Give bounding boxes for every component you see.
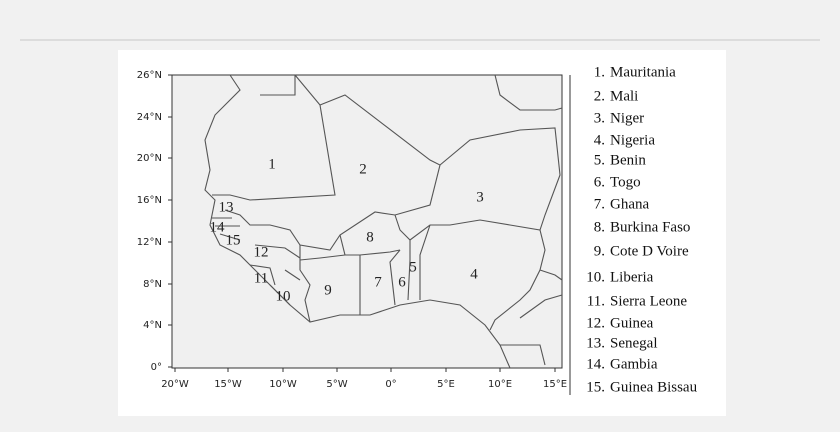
lat-tick-label: 16°N	[137, 195, 162, 206]
legend-name: Togo	[610, 174, 641, 190]
region-label: 3	[476, 189, 484, 205]
legend-number: 3.	[594, 110, 605, 126]
legend-number: 13.	[586, 335, 605, 351]
legend-number: 8.	[594, 219, 605, 235]
lon-tick-label: 5°E	[437, 379, 455, 390]
region-label: 13	[219, 199, 234, 215]
legend-number: 12.	[586, 315, 605, 331]
lat-tick-label: 24°N	[137, 112, 162, 123]
region-label: 14	[210, 219, 226, 235]
region-label: 5	[409, 259, 417, 275]
legend-number: 14.	[586, 356, 605, 372]
legend-number: 5.	[594, 152, 605, 168]
lat-tick-label: 0°	[151, 362, 162, 373]
region-label: 1	[268, 156, 276, 172]
legend-name: Nigeria	[610, 132, 655, 148]
region-label: 6	[398, 274, 406, 290]
legend-name: Niger	[610, 110, 644, 126]
legend-number: 1.	[594, 64, 605, 80]
lon-tick-label: 5°W	[326, 379, 347, 390]
lat-tick-label: 4°N	[143, 320, 162, 331]
lon-tick-label: 10°W	[269, 379, 297, 390]
legend-name: Mali	[610, 88, 638, 104]
region-label: 11	[254, 270, 268, 286]
region-label: 7	[374, 274, 382, 290]
lon-tick-label: 10°E	[488, 379, 512, 390]
legend-name: Cote D Voire	[610, 243, 689, 259]
legend-name: Benin	[610, 152, 646, 168]
region-label: 9	[324, 282, 332, 298]
legend-number: 7.	[594, 196, 605, 212]
legend-name: Gambia	[610, 356, 658, 372]
lon-tick-label: 15°W	[214, 379, 242, 390]
legend-number: 6.	[594, 174, 605, 190]
region-label: 2	[359, 161, 367, 177]
legend-name: Guinea	[610, 315, 654, 331]
lat-tick-label: 12°N	[137, 237, 162, 248]
lon-tick-label: 20°W	[161, 379, 189, 390]
legend-name: Guinea Bissau	[610, 379, 698, 395]
legend-name: Mauritania	[610, 64, 676, 80]
legend-number: 2.	[594, 88, 605, 104]
legend-number: 9.	[594, 243, 605, 259]
legend-name: Sierra Leone	[610, 293, 687, 309]
legend-name: Liberia	[610, 269, 654, 285]
region-label: 12	[254, 244, 269, 260]
region-label: 15	[226, 232, 241, 248]
legend-number: 15.	[586, 379, 605, 395]
legend-name: Burkina Faso	[610, 219, 690, 235]
legend-number: 11.	[587, 293, 605, 309]
map-frame	[171, 74, 563, 369]
lat-tick-label: 8°N	[143, 279, 162, 290]
region-label: 8	[366, 229, 374, 245]
legend-number: 4.	[594, 132, 605, 148]
legend-name: Senegal	[610, 335, 657, 351]
lon-tick-label: 0°	[385, 379, 396, 390]
borders	[204, 74, 563, 369]
legend-number: 10.	[586, 269, 605, 285]
region-label: 10	[276, 288, 291, 304]
legend-name: Ghana	[610, 196, 649, 212]
lat-tick-label: 20°N	[137, 153, 162, 164]
region-label: 4	[470, 266, 478, 282]
lat-tick-label: 26°N	[137, 70, 162, 81]
lon-tick-label: 15°E	[543, 379, 567, 390]
